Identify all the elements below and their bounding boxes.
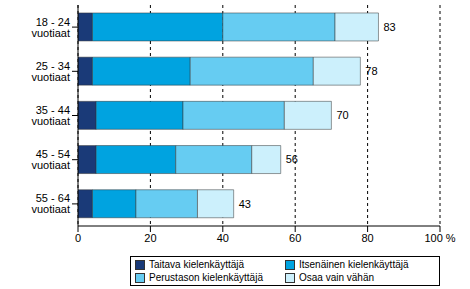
html-text:Perustason kielenkäyttäjä: Perustason kielenkäyttäjä xyxy=(149,272,263,283)
svg-text:20: 20 xyxy=(144,232,156,244)
svg-text:18 - 24vuotiaat: 18 - 24vuotiaat xyxy=(31,16,70,39)
svg-text:60: 60 xyxy=(289,232,301,244)
html-text:Taitava kielenkäyttäjä: Taitava kielenkäyttäjä xyxy=(149,259,245,270)
svg-text:55 - 64vuotiaat: 55 - 64vuotiaat xyxy=(31,192,70,215)
svg-text:83: 83 xyxy=(383,21,395,33)
svg-text:40: 40 xyxy=(217,232,229,244)
html-text:Osaa vain vähän: Osaa vain vähän xyxy=(299,272,375,283)
svg-text:35 - 44vuotiaat: 35 - 44vuotiaat xyxy=(31,104,70,127)
html-text:Itsenäinen kielenkäyttäjä: Itsenäinen kielenkäyttäjä xyxy=(299,259,409,270)
svg-text:45 - 54vuotiaat: 45 - 54vuotiaat xyxy=(31,148,70,171)
svg-text:80: 80 xyxy=(361,232,373,244)
svg-text:25 - 34vuotiaat: 25 - 34vuotiaat xyxy=(31,60,70,83)
svg-text:43: 43 xyxy=(239,198,251,210)
svg-text:70: 70 xyxy=(336,109,348,121)
svg-text:56: 56 xyxy=(286,153,298,165)
svg-text:100 %: 100 % xyxy=(424,232,455,244)
svg-text:78: 78 xyxy=(365,65,377,77)
svg-text:0: 0 xyxy=(75,232,81,244)
